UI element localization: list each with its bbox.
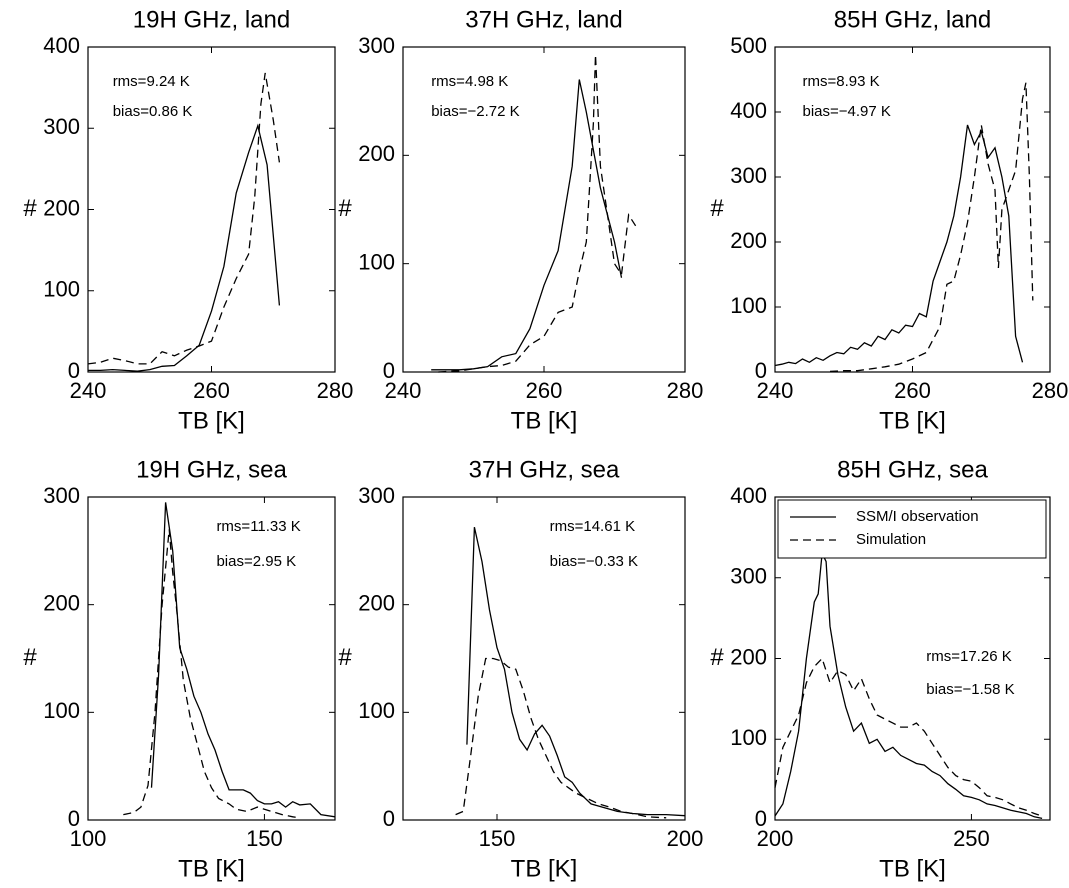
x-tick-label: 200	[667, 826, 704, 851]
y-tick-label: 500	[730, 33, 767, 58]
y-tick-label: 200	[358, 141, 395, 166]
x-axis-label: TB [K]	[879, 407, 946, 434]
panel-title: 37H GHz, sea	[469, 456, 620, 483]
y-tick-label: 300	[43, 483, 80, 508]
y-tick-label: 100	[43, 277, 80, 302]
annotation: rms=9.24 K	[113, 73, 190, 90]
y-axis-label: #	[23, 644, 37, 671]
x-tick-label: 280	[1032, 378, 1069, 403]
y-tick-label: 0	[68, 358, 80, 383]
x-tick-label: 240	[70, 378, 107, 403]
y-tick-label: 300	[730, 163, 767, 188]
y-tick-label: 0	[68, 806, 80, 831]
data-line	[774, 657, 1043, 817]
panel-title: 85H GHz, land	[834, 6, 991, 33]
x-tick-label: 240	[385, 378, 422, 403]
y-axis-label: #	[710, 644, 724, 671]
panel-title: 19H GHz, sea	[136, 456, 287, 483]
annotation: rms=14.61 K	[550, 518, 635, 535]
annotation: bias=2.95 K	[216, 553, 296, 570]
y-tick-label: 400	[43, 33, 80, 58]
annotation: bias=0.86 K	[113, 103, 193, 120]
annotation: bias=−2.72 K	[431, 103, 519, 120]
y-tick-label: 0	[383, 806, 395, 831]
x-tick-label: 280	[667, 378, 704, 403]
data-line	[829, 82, 1034, 373]
axes-box	[87, 496, 336, 821]
x-tick-label: 150	[479, 826, 516, 851]
x-tick-label: 240	[757, 378, 794, 403]
y-tick-label: 0	[383, 358, 395, 383]
x-axis-label: TB [K]	[879, 855, 946, 882]
y-tick-label: 100	[730, 725, 767, 750]
y-tick-label: 100	[43, 698, 80, 723]
panel-title: 85H GHz, sea	[837, 456, 988, 483]
y-tick-label: 200	[730, 228, 767, 253]
x-axis-label: TB [K]	[511, 855, 578, 882]
y-axis-label: #	[23, 195, 37, 222]
annotation: rms=11.33 K	[216, 518, 300, 535]
axes-box	[402, 496, 686, 821]
x-tick-label: 150	[246, 826, 283, 851]
y-axis-label: #	[710, 195, 724, 222]
annotation: bias=−4.97 K	[803, 103, 891, 120]
annotation: rms=17.26 K	[926, 648, 1011, 665]
x-tick-label: 260	[894, 378, 931, 403]
axes-box	[774, 46, 1051, 373]
y-tick-label: 100	[730, 293, 767, 318]
x-tick-label: 260	[526, 378, 563, 403]
data-line	[87, 72, 281, 365]
y-tick-label: 200	[43, 590, 80, 615]
data-line	[774, 551, 1043, 820]
y-tick-label: 300	[358, 33, 395, 58]
y-tick-label: 0	[755, 358, 767, 383]
x-axis-label: TB [K]	[511, 407, 578, 434]
x-tick-label: 250	[953, 826, 990, 851]
data-line	[774, 124, 1024, 367]
y-axis-label: #	[338, 195, 352, 222]
y-tick-label: 400	[730, 98, 767, 123]
legend-box	[777, 499, 1047, 559]
data-line	[466, 526, 686, 817]
x-tick-label: 200	[757, 826, 794, 851]
y-tick-label: 300	[358, 483, 395, 508]
data-line	[123, 529, 300, 819]
x-tick-label: 280	[317, 378, 354, 403]
annotation: rms=4.98 K	[431, 73, 508, 90]
y-tick-label: 200	[730, 644, 767, 669]
data-line	[455, 657, 667, 819]
y-tick-label: 100	[358, 698, 395, 723]
panel-title: 19H GHz, land	[133, 6, 290, 33]
annotation: bias=−0.33 K	[550, 553, 638, 570]
x-axis-label: TB [K]	[178, 407, 245, 434]
x-tick-label: 260	[193, 378, 230, 403]
axes-box	[402, 46, 686, 373]
y-tick-label: 200	[358, 590, 395, 615]
x-tick-label: 100	[70, 826, 107, 851]
annotation: bias=−1.58 K	[926, 681, 1014, 698]
y-axis-label: #	[338, 644, 352, 671]
legend-label: Simulation	[856, 531, 926, 548]
panel-title: 37H GHz, land	[465, 6, 622, 33]
data-line	[438, 54, 637, 373]
y-tick-label: 400	[730, 483, 767, 508]
y-tick-label: 100	[358, 249, 395, 274]
x-axis-label: TB [K]	[178, 855, 245, 882]
y-tick-label: 300	[43, 114, 80, 139]
y-tick-label: 0	[755, 806, 767, 831]
annotation: rms=8.93 K	[803, 73, 880, 90]
data-line	[88, 123, 281, 372]
y-tick-label: 200	[43, 195, 80, 220]
data-line	[150, 502, 336, 818]
legend-label: SSM/I observation	[856, 508, 979, 525]
y-tick-label: 300	[730, 564, 767, 589]
axes-box	[87, 46, 336, 373]
